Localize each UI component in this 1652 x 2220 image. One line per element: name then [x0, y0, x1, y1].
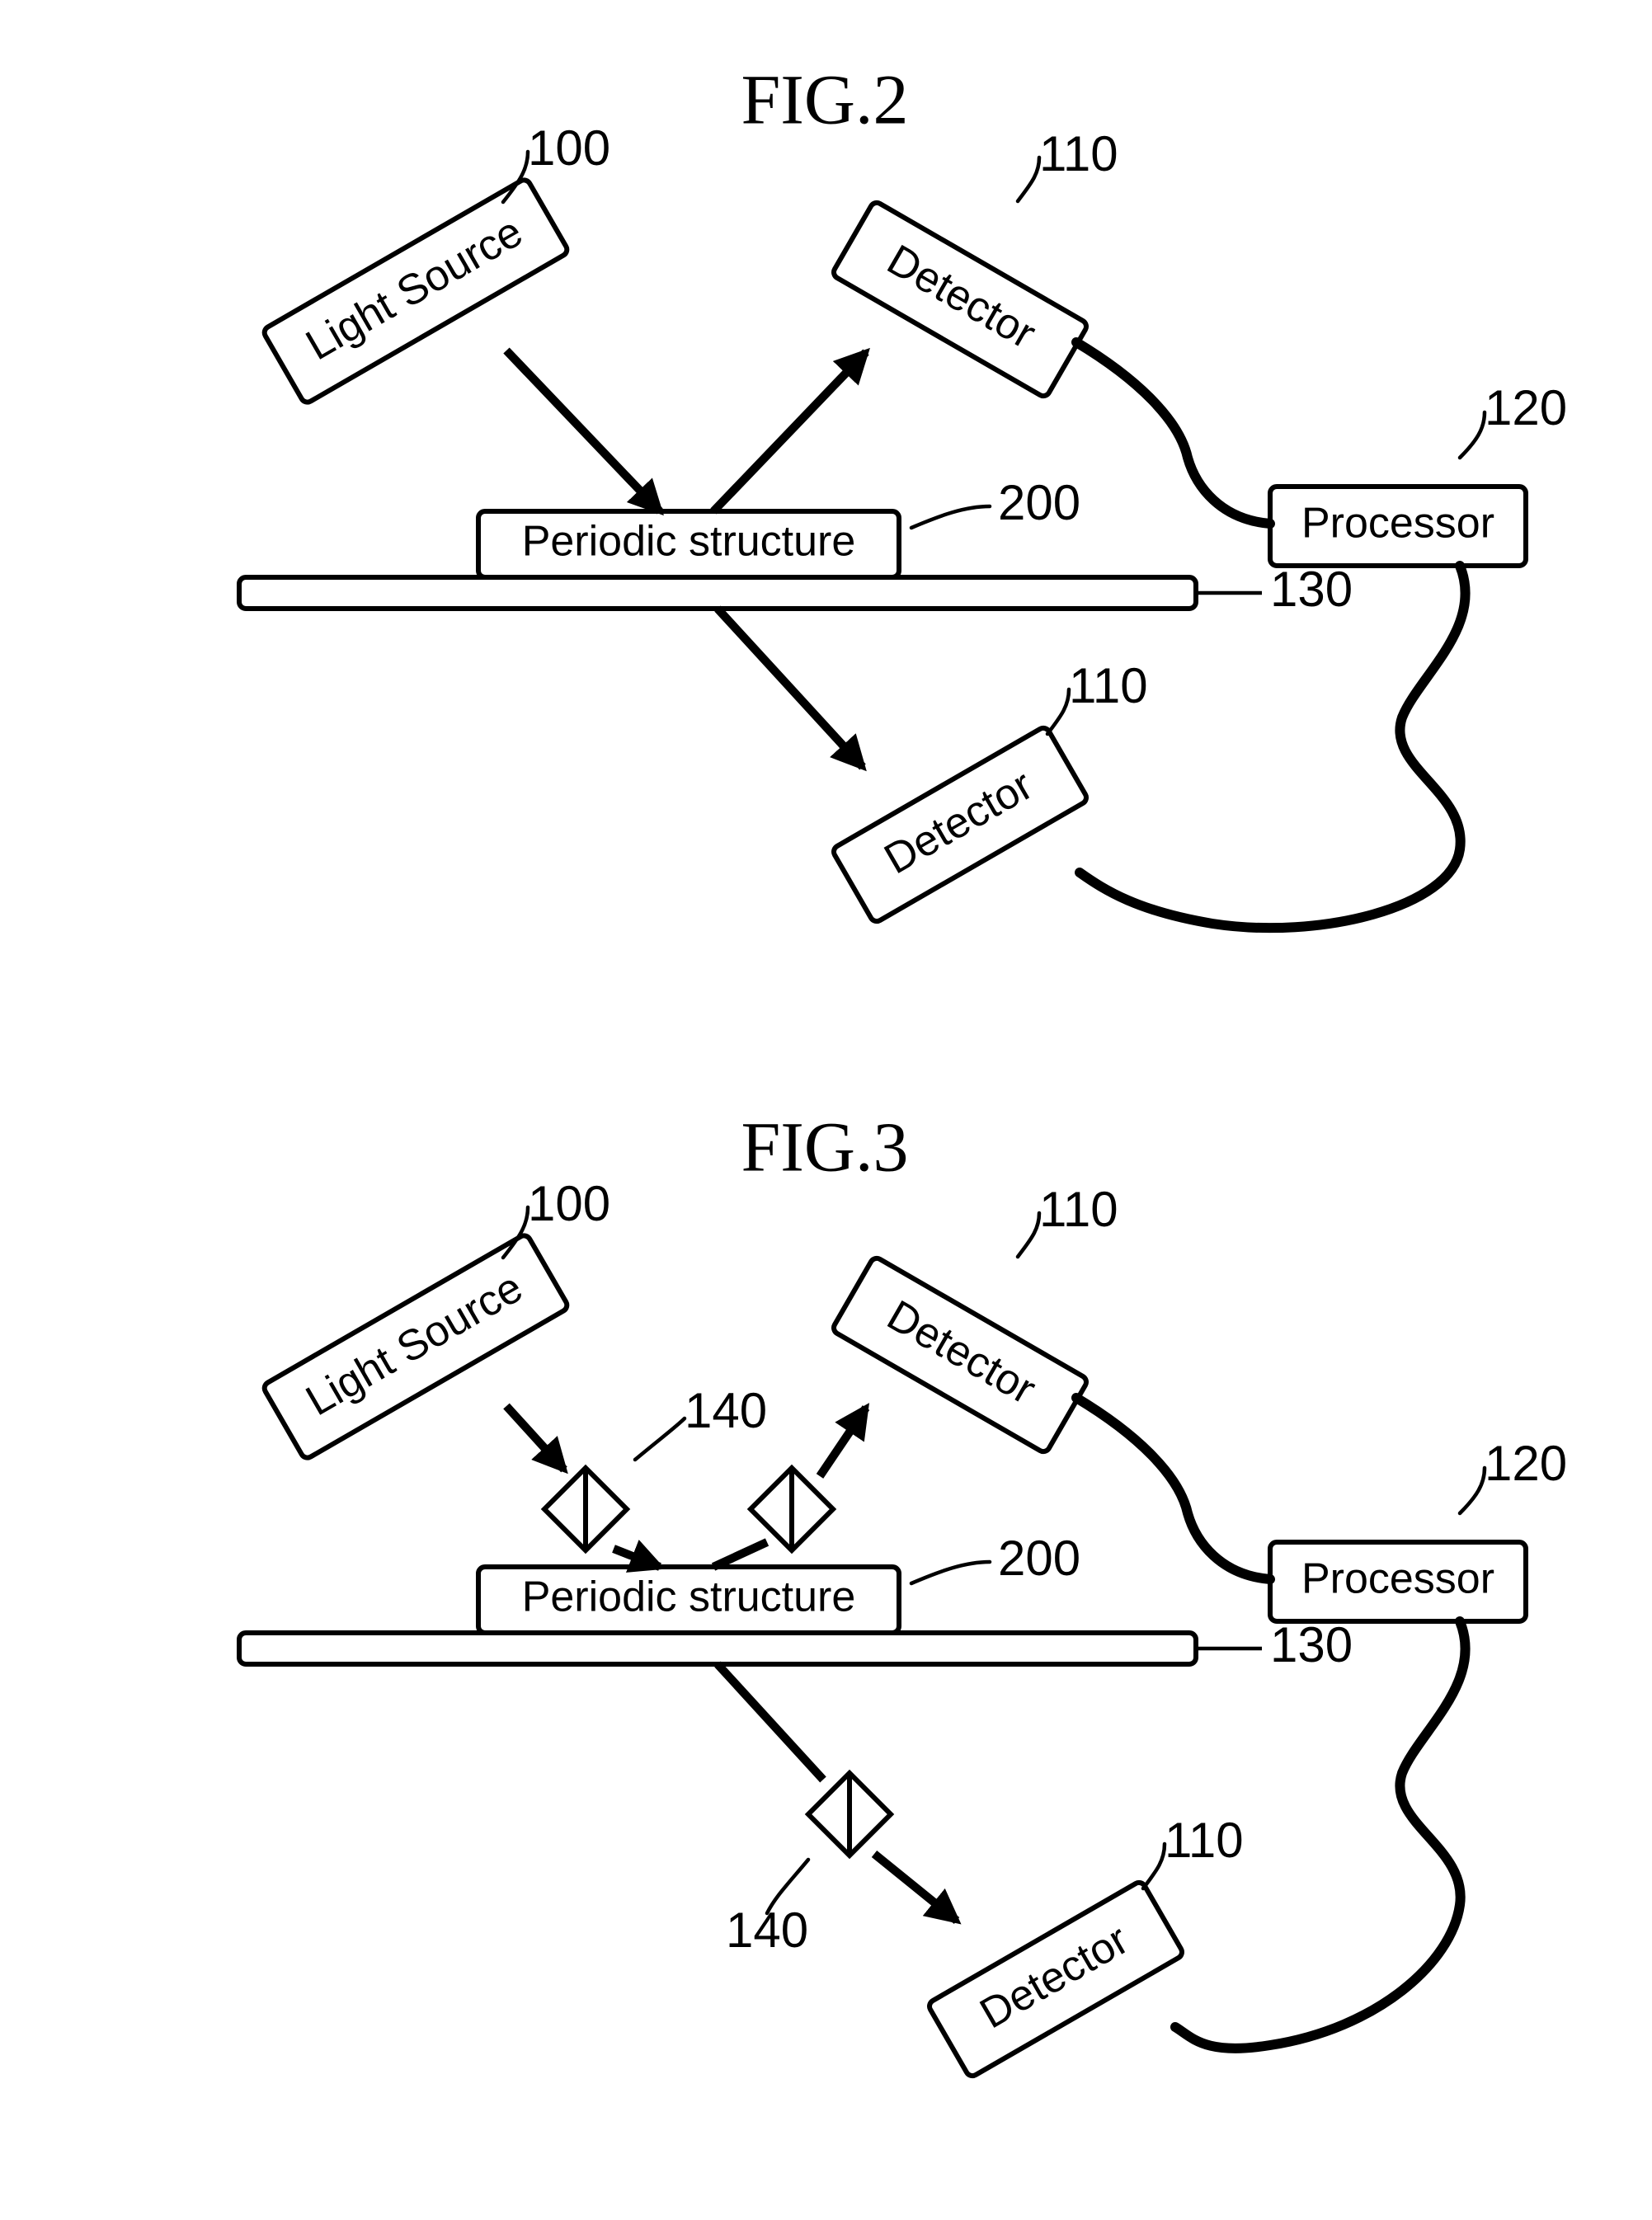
fig2-detector-bottom-leader — [1047, 689, 1069, 734]
fig3-detector-bottom-leader — [1143, 1844, 1165, 1888]
fig3-detector-bottom-ref: 110 — [1165, 1813, 1244, 1868]
fig2-periodic-structure-leader — [911, 506, 990, 528]
fig3-substrate — [239, 1633, 1196, 1664]
fig2-periodic-structure-ref: 200 — [998, 475, 1080, 530]
fig3-arrow-polarizer-right-to-detector-top — [820, 1408, 866, 1476]
fig3-detector-top: Detector — [831, 1256, 1089, 1454]
figure-title: FIG.2 — [741, 60, 908, 139]
fig2-arrow-structure-to-detector-bottom — [718, 609, 863, 767]
fig3-processor-label: Processor — [1301, 1555, 1494, 1603]
fig2-cable-processor-to-detector-bottom — [1080, 566, 1466, 928]
fig2-periodic-structure-label: Periodic structure — [522, 518, 856, 566]
fig2-detector-bottom: Detector — [831, 726, 1089, 924]
fig2-processor: Processor — [1270, 487, 1526, 566]
fig3-processor-ref: 120 — [1485, 1436, 1567, 1491]
fig3-arrow-source-to-polarizer-left — [506, 1406, 564, 1470]
figure-title: FIG.3 — [741, 1108, 908, 1187]
fig2-light-source-ref: 100 — [528, 120, 610, 176]
fig3-periodic-structure-label: Periodic structure — [522, 1573, 856, 1621]
fig3-substrate-ref: 130 — [1270, 1617, 1353, 1672]
fig2-arrow-source-to-structure — [506, 350, 660, 511]
fig3-arrow-polarizer-bottom-to-detector-bottom — [874, 1854, 957, 1921]
fig2-processor-label: Processor — [1301, 500, 1494, 548]
fig3-detector-top-ref: 110 — [1039, 1182, 1118, 1237]
fig3-polarizer-bottom-ref: 140 — [726, 1903, 808, 1958]
fig3-arrow-polarizer-left-to-structure — [614, 1549, 660, 1567]
fig3-periodic-structure: Periodic structure — [478, 1567, 899, 1633]
fig2-arrow-structure-to-detector-top — [713, 352, 866, 511]
fig2-periodic-structure: Periodic structure — [478, 511, 899, 577]
fig3-polarizer-left-leader — [635, 1418, 685, 1460]
fig2-detector-top-leader — [1018, 158, 1039, 201]
fig2-processor-ref: 120 — [1485, 380, 1567, 435]
fig3-line-structure-to-polarizer-right — [713, 1542, 767, 1567]
fig2-substrate — [239, 577, 1196, 609]
fig2-processor-leader — [1460, 412, 1485, 458]
fig3-periodic-structure-ref: 200 — [998, 1531, 1080, 1586]
fig2-detector-top-ref: 110 — [1039, 126, 1118, 181]
fig2-substrate-ref: 130 — [1270, 562, 1353, 617]
fig3-detector-top-leader — [1018, 1213, 1039, 1257]
fig2-cable-detector-top-to-processor — [1076, 342, 1270, 524]
fig2-detector-bottom-ref: 110 — [1069, 658, 1148, 713]
fig3-polarizer-bottom — [808, 1773, 891, 1855]
fig3-polarizer-right — [751, 1468, 833, 1550]
fig3-periodic-structure-leader — [911, 1562, 990, 1583]
fig3-light-source-ref: 100 — [528, 1176, 610, 1231]
fig3-processor-leader — [1460, 1468, 1485, 1513]
fig3-processor: Processor — [1270, 1542, 1526, 1621]
fig3-cable-detector-top-to-processor — [1076, 1398, 1270, 1579]
fig2-detector-top: Detector — [831, 200, 1089, 398]
fig3-line-structure-to-polarizer-bottom — [718, 1664, 823, 1780]
fig3-polarizer-left-ref: 140 — [685, 1383, 767, 1438]
fig3-detector-bottom: Detector — [927, 1880, 1184, 2078]
fig3-polarizer-left — [544, 1468, 627, 1550]
